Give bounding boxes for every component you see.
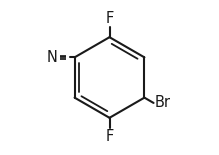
Text: Br: Br [155, 95, 171, 111]
Text: F: F [105, 129, 114, 144]
Text: F: F [105, 11, 114, 26]
Text: N: N [46, 50, 57, 65]
